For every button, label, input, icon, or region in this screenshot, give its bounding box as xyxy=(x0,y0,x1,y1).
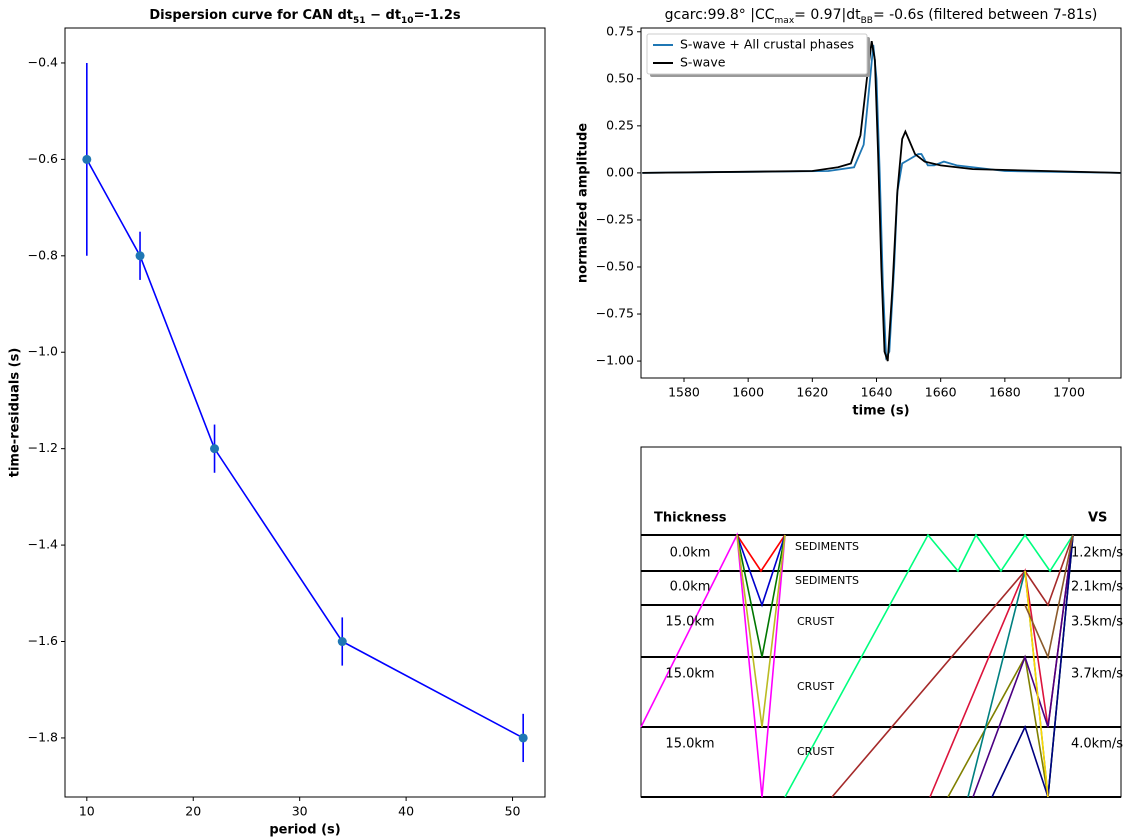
ray xyxy=(736,534,786,728)
layer-vs: 4.0km/s xyxy=(1071,737,1123,752)
ray-paths xyxy=(640,532,1074,798)
x-tick-label: 1700 xyxy=(1053,385,1085,400)
series-line xyxy=(642,44,1121,361)
thickness-header: Thickness xyxy=(654,511,727,526)
layer-vs: 1.2km/s xyxy=(1071,546,1123,561)
ray xyxy=(972,534,1074,798)
layer-name: CRUST xyxy=(797,615,834,628)
legend-label: S-wave xyxy=(680,55,726,70)
ray xyxy=(991,534,1074,798)
y-tick-label: −1.6 xyxy=(28,633,58,648)
data-point xyxy=(337,637,347,647)
layer-thickness: 0.0km xyxy=(670,580,711,595)
y-tick-label: −0.50 xyxy=(596,258,634,273)
plot-frame xyxy=(64,27,546,798)
data-point xyxy=(210,444,220,454)
title-part: = 0.97|dt xyxy=(794,7,861,23)
layer-name: SEDIMENTS xyxy=(795,540,859,553)
title-part: BB xyxy=(861,16,873,26)
y-tick-label: −0.6 xyxy=(28,151,58,166)
title-part: = -0.6s (filtered between 7-81s) xyxy=(873,7,1097,23)
y-tick-label: 0.75 xyxy=(606,23,634,38)
y-axis-label: normalized amplitude xyxy=(576,123,591,283)
x-tick-label: 10 xyxy=(79,804,95,819)
plot-frame xyxy=(640,27,1122,379)
title-part: =-1.2s xyxy=(414,8,461,23)
layer-thickness: 15.0km xyxy=(665,667,714,682)
data-point xyxy=(82,154,92,164)
x-tick-label: 20 xyxy=(185,804,201,819)
y-tick-label: 0.50 xyxy=(606,70,634,85)
layer-name: SEDIMENTS xyxy=(795,574,859,587)
x-tick-label: 1580 xyxy=(668,385,700,400)
y-tick-label: −1.4 xyxy=(28,537,58,552)
ray xyxy=(640,532,786,798)
y-tick-label: −1.00 xyxy=(596,353,634,368)
y-tick-label: 0.00 xyxy=(606,164,634,179)
ray xyxy=(736,534,786,573)
layer-thickness: 15.0km xyxy=(665,615,714,630)
title-part: Dispersion curve for CAN dt xyxy=(149,8,353,23)
title-part: gcarc:99.8° |CC xyxy=(665,7,775,23)
layer-diagram: Thickness VS xyxy=(640,446,1122,798)
data-line xyxy=(86,158,524,739)
x-axis-label: period (s) xyxy=(269,823,340,838)
layer-vs: 3.5km/s xyxy=(1071,615,1123,630)
x-tick-label: 50 xyxy=(505,804,521,819)
title-part: max xyxy=(775,16,795,26)
y-tick-label: −0.8 xyxy=(28,247,58,262)
y-tick-label: −1.8 xyxy=(28,729,58,744)
ray xyxy=(784,533,1074,798)
legend-label: S-wave + All crustal phases xyxy=(680,37,854,52)
ray xyxy=(736,534,786,608)
layer-thickness: 15.0km xyxy=(665,737,714,752)
layer-vs: 2.1km/s xyxy=(1071,580,1123,595)
chart-title: Dispersion curve for CAN dt51 − dt10=-1.… xyxy=(149,8,461,26)
x-tick-label: 40 xyxy=(398,804,414,819)
data-point xyxy=(518,733,528,743)
ray xyxy=(831,534,1074,798)
layer-name: CRUST xyxy=(797,680,834,693)
x-tick-label: 30 xyxy=(292,804,308,819)
ray xyxy=(1024,534,1074,660)
x-tick-label: 1660 xyxy=(925,385,957,400)
legend-box xyxy=(646,33,868,75)
x-tick-label: 1680 xyxy=(989,385,1021,400)
series-line xyxy=(642,41,1121,362)
data-point xyxy=(135,251,145,261)
x-axis-label: time (s) xyxy=(852,404,909,419)
ray xyxy=(1024,570,1049,798)
x-tick-label: 1620 xyxy=(796,385,828,400)
y-tick-label: −0.4 xyxy=(28,54,58,69)
y-tick-label: −0.25 xyxy=(596,211,634,226)
y-tick-label: 0.25 xyxy=(606,117,634,132)
title-part: 51 xyxy=(353,16,366,26)
vs-header: VS xyxy=(1088,511,1107,526)
layer-thickness: 0.0km xyxy=(670,546,711,561)
layer-name: CRUST xyxy=(797,745,834,758)
y-tick-label: −1.2 xyxy=(28,440,58,455)
x-tick-label: 1600 xyxy=(732,385,764,400)
title-part: − dt xyxy=(366,8,401,23)
y-tick-label: −0.75 xyxy=(596,306,634,321)
ray xyxy=(736,534,786,658)
y-tick-label: −1.0 xyxy=(28,344,58,359)
title-part: 10 xyxy=(401,16,414,26)
chart-title: gcarc:99.8° |CCmax= 0.97|dtBB= -0.6s (fi… xyxy=(665,7,1098,26)
y-axis-label: time-residuals (s) xyxy=(8,348,23,478)
layer-vs: 3.7km/s xyxy=(1071,667,1123,682)
x-tick-label: 1640 xyxy=(861,385,893,400)
